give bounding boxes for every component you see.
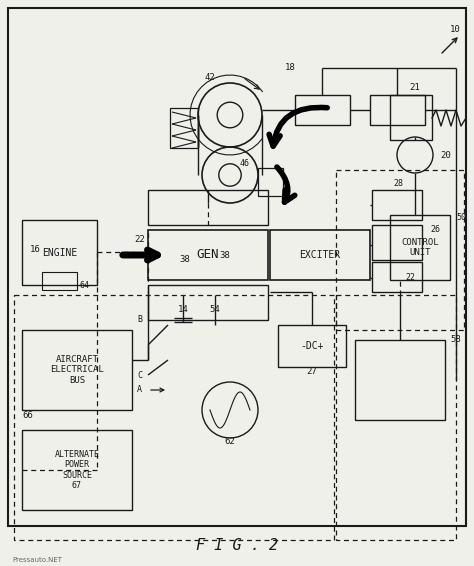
Text: Pressauto.NET: Pressauto.NET [12,557,62,563]
Bar [148,285,268,320]
Bar [372,190,422,220]
Text: GEN: GEN [197,248,219,261]
Text: 64: 64 [80,281,90,289]
Text: B: B [137,315,142,324]
Text: 58: 58 [450,336,461,345]
Bar [390,95,432,140]
Text: CONTROL
UNIT: CONTROL UNIT [401,238,439,257]
Text: -DC+: -DC+ [300,341,324,351]
Text: 22: 22 [135,235,146,245]
Text: ENGINE: ENGINE [42,247,77,258]
Text: 10: 10 [450,25,460,35]
Text: 28: 28 [393,178,403,187]
Bar [148,230,268,280]
Bar [336,295,456,540]
Bar [295,95,350,125]
Bar [370,95,425,125]
Text: 38: 38 [219,251,230,259]
Text: 27: 27 [307,367,318,376]
Text: 54: 54 [210,306,220,315]
Text: 20: 20 [440,151,451,160]
Text: F I G . 2: F I G . 2 [196,538,278,552]
Bar [22,220,97,285]
Text: A: A [137,385,142,395]
Bar [270,230,370,280]
Text: 50: 50 [456,213,466,222]
Text: ALTERNATE
POWER
SOURCE
67: ALTERNATE POWER SOURCE 67 [55,450,100,490]
Text: 62: 62 [225,438,236,447]
Text: 38: 38 [180,255,191,264]
Text: C: C [137,371,142,379]
Text: 16: 16 [30,246,41,255]
Text: 26: 26 [430,225,440,234]
Bar [148,190,268,225]
Bar [390,215,450,280]
Bar [372,225,422,260]
Text: AIRCRAFT
ELECTRICAL
BUS: AIRCRAFT ELECTRICAL BUS [50,355,104,385]
Text: EXCITER: EXCITER [300,250,340,260]
Bar [14,295,334,540]
Text: 66: 66 [22,410,33,419]
Text: 46: 46 [240,158,250,168]
Bar [22,430,132,510]
Text: 21: 21 [410,84,420,92]
Bar [258,168,283,196]
Text: 14: 14 [178,306,188,315]
Bar [42,272,77,290]
Bar [170,108,198,148]
Text: 22: 22 [405,273,415,282]
Bar [278,325,346,367]
Bar [372,262,422,292]
Bar [22,330,132,410]
Text: 42: 42 [205,74,215,83]
Bar [355,340,445,420]
Text: 18: 18 [284,63,295,72]
Bar [336,170,464,330]
